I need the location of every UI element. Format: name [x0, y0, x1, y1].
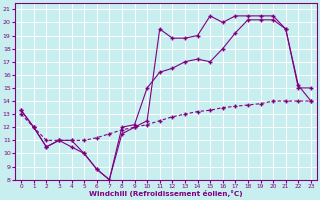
- X-axis label: Windchill (Refroidissement éolien,°C): Windchill (Refroidissement éolien,°C): [89, 190, 243, 197]
